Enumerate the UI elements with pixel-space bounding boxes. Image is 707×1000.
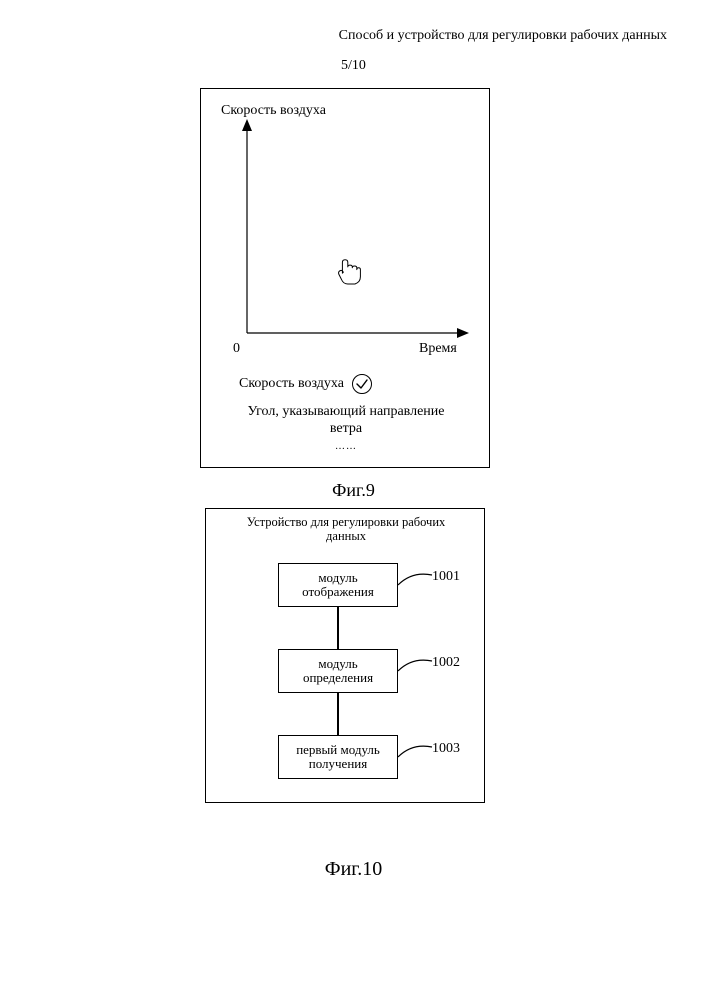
figure-10-title-line1: Устройство для регулировки рабочих [247,515,446,529]
air-speed-option-label: Скорость воздуха [239,376,344,392]
figure-10-caption: Фиг.10 [0,858,707,881]
checkmark-circle-icon[interactable] [352,374,372,394]
origin-label: 0 [233,341,240,357]
figure-9-caption: Фиг.9 [0,480,707,501]
module-display-line1: модуль [318,570,357,585]
module-receive-line2: получения [309,756,367,771]
checkmark-icon [355,377,369,391]
y-axis-label: Скорость воздуха [221,103,326,119]
air-speed-option-row: Скорость воздуха [239,374,372,394]
lead-line-1002 [398,653,434,677]
module-display-line2: отображения [302,584,374,599]
ellipsis: …… [201,441,491,452]
lead-line-1003 [398,739,434,763]
wind-angle-label-line1: Угол, указывающий направление [247,404,444,419]
connector-2-3 [337,693,339,735]
figure-10-title-line2: данных [326,529,366,543]
connector-1-2 [337,607,339,649]
pointing-hand-icon [339,260,361,284]
wind-angle-label: Угол, указывающий направление ветра [231,404,461,438]
x-axis-label: Время [419,341,457,357]
page-number: 5/10 [0,58,707,74]
module-receive: первый модуль получения [278,735,398,779]
module-determine-line2: определения [303,670,373,685]
module-receive-line1: первый модуль [296,742,380,757]
reference-1002: 1002 [432,655,460,671]
document-title: Способ и устройство для регулировки рабо… [339,28,667,44]
figure-10-title: Устройство для регулировки рабочих данны… [206,515,486,544]
page: Способ и устройство для регулировки рабо… [0,0,707,1000]
figure-10-panel: Устройство для регулировки рабочих данны… [205,508,485,803]
wind-angle-label-line2: ветра [330,421,362,436]
module-determine: модуль определения [278,649,398,693]
reference-1001: 1001 [432,569,460,585]
figure-9-panel: Скорость воздуха 0 Время Скорость воздух… [200,88,490,468]
axes [239,119,469,339]
module-determine-line1: модуль [318,656,357,671]
reference-1003: 1003 [432,741,460,757]
lead-line-1001 [398,567,434,591]
module-display: модуль отображения [278,563,398,607]
